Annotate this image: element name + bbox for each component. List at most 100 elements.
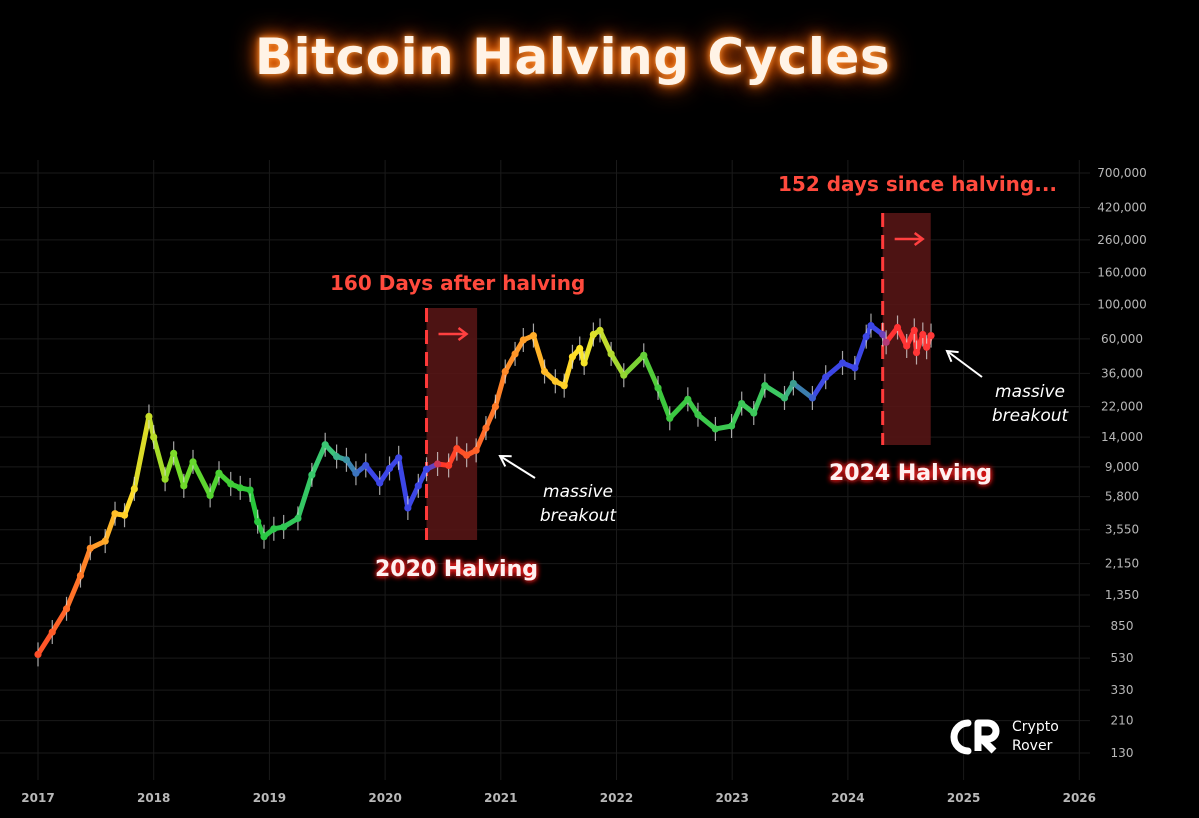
data-point — [838, 359, 847, 367]
arrow-up-left-icon — [499, 455, 536, 479]
data-point — [376, 479, 384, 487]
series-segment — [181, 459, 196, 489]
series-segment — [762, 383, 788, 401]
y-tick-label: 330 — [1111, 683, 1134, 697]
arrow-head-icon — [913, 232, 925, 246]
series-segment — [729, 401, 745, 429]
halving-note: 152 days since halving... — [778, 172, 1057, 196]
y-tick-label: 260,000 — [1097, 233, 1147, 247]
data-point — [568, 353, 577, 361]
series-segment — [751, 383, 768, 416]
data-point — [260, 533, 268, 541]
data-point — [580, 359, 588, 367]
y-tick-label: 700,000 — [1097, 166, 1147, 180]
data-point — [321, 441, 329, 449]
data-point — [927, 331, 935, 340]
data-point — [130, 485, 138, 493]
data-point — [414, 482, 422, 490]
y-tick-label: 2,150 — [1105, 557, 1139, 571]
halving-window — [426, 308, 478, 540]
data-point — [189, 458, 197, 466]
data-point — [101, 537, 109, 545]
data-point — [472, 446, 480, 454]
data-point — [236, 484, 244, 492]
y-tick-label: 100,000 — [1097, 297, 1147, 311]
y-tick-label: 9,000 — [1105, 460, 1139, 474]
series-segment — [405, 483, 421, 511]
price-series — [34, 313, 935, 667]
data-point — [395, 454, 403, 462]
x-tick-label: 2025 — [947, 791, 980, 805]
data-point — [206, 491, 214, 500]
x-tick-label: 2026 — [1063, 791, 1096, 805]
data-point — [822, 373, 830, 381]
series-segment — [131, 413, 152, 492]
y-tick-label: 14,000 — [1101, 430, 1143, 444]
series-segment — [667, 396, 691, 421]
halving-window — [882, 213, 931, 445]
y-tick-label: 850 — [1111, 619, 1134, 633]
data-point — [607, 350, 615, 358]
data-point — [511, 350, 519, 358]
data-point — [789, 379, 797, 388]
data-point — [903, 342, 911, 350]
y-tick-label: 530 — [1111, 651, 1134, 665]
data-point — [385, 464, 394, 473]
arrow-up-left-icon — [946, 350, 983, 378]
data-point — [501, 367, 509, 376]
data-point — [161, 475, 169, 483]
y-tick-label: 130 — [1111, 746, 1134, 760]
data-point — [684, 395, 692, 403]
crypto-rover-logo-icon — [950, 719, 1000, 755]
series-segment — [64, 573, 83, 612]
series-segment — [162, 450, 177, 482]
data-point — [551, 377, 559, 385]
series-segment — [621, 352, 647, 378]
data-point — [362, 461, 370, 470]
data-point — [761, 382, 769, 390]
series-segment — [309, 442, 328, 478]
brand-name: Crypto Rover — [1012, 719, 1059, 754]
data-point — [145, 412, 153, 421]
arrow-head-icon — [498, 454, 512, 467]
series-segment — [295, 472, 315, 521]
x-tick-label: 2020 — [368, 791, 401, 805]
data-point — [808, 394, 816, 402]
data-point — [294, 514, 302, 522]
y-tick-label: 3,550 — [1105, 523, 1139, 537]
data-point — [529, 331, 538, 340]
data-point — [215, 469, 223, 477]
arrow-head-icon — [457, 327, 469, 341]
data-point — [111, 510, 119, 518]
data-point — [308, 471, 316, 479]
series-segment — [171, 450, 187, 489]
data-point — [576, 344, 584, 353]
data-point — [280, 523, 288, 531]
series-segment — [852, 334, 869, 371]
data-point — [48, 628, 56, 636]
data-point — [862, 333, 870, 341]
data-point — [270, 525, 278, 533]
series-segment — [608, 351, 627, 378]
data-point — [422, 465, 431, 473]
x-axis: 2017 2018 2019 2020 2021 2022 2023 2024 2025 2026 — [21, 791, 1096, 805]
data-point — [150, 433, 158, 441]
series-segment — [151, 434, 168, 482]
data-point — [738, 399, 746, 408]
data-point — [711, 425, 719, 433]
series-segment — [396, 455, 411, 511]
data-point — [851, 364, 859, 372]
data-point — [445, 461, 453, 470]
y-tick-label: 160,000 — [1097, 266, 1147, 280]
y-tick-label: 60,000 — [1101, 332, 1143, 346]
data-point — [919, 330, 927, 339]
data-point — [666, 414, 674, 422]
data-point — [589, 330, 597, 339]
series-segment — [247, 487, 261, 525]
data-point — [910, 326, 918, 335]
series-segment — [190, 459, 213, 498]
data-point — [34, 650, 42, 659]
y-tick-label: 22,000 — [1101, 400, 1143, 414]
data-point — [227, 480, 235, 488]
data-point — [180, 482, 188, 490]
